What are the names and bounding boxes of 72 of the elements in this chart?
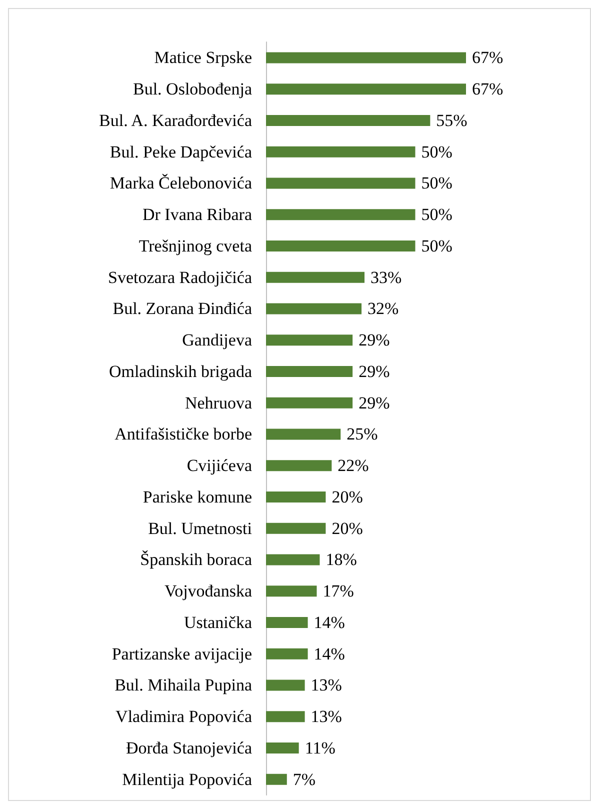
y-tick-label: Gandijeva <box>182 330 252 350</box>
bar <box>266 272 365 283</box>
y-tick-label: Bul. Mihaila Pupina <box>114 676 252 695</box>
y-tick-label: Španskih boraca <box>140 550 252 570</box>
data-label: 50% <box>421 205 452 224</box>
data-label: 25% <box>346 424 378 444</box>
y-tick-label: Marka Čelebonovića <box>110 174 252 193</box>
bar <box>266 616 308 628</box>
bar <box>266 114 430 126</box>
bar <box>266 460 332 472</box>
y-tick-label: Matice Srpske <box>154 48 252 68</box>
bar <box>266 774 287 785</box>
y-tick-label: Trešnjinog cveta <box>138 236 252 256</box>
data-label: 14% <box>314 644 345 664</box>
y-tick-label: Bul. Zorana Đinđića <box>112 299 252 318</box>
bar <box>266 84 466 95</box>
data-label: 29% <box>358 330 390 350</box>
y-tick-label: Đorđa Stanojevića <box>126 738 252 758</box>
data-label: 50% <box>421 236 452 256</box>
data-label: 50% <box>421 142 452 162</box>
data-label: 67% <box>472 80 504 99</box>
data-label: 7% <box>292 770 316 789</box>
y-tick-label: Omladinskih brigada <box>108 362 252 381</box>
data-label: 20% <box>332 518 363 538</box>
bar <box>266 209 416 220</box>
y-tick-label: Cvijićeva <box>186 456 252 476</box>
bar <box>266 428 341 440</box>
data-label: 32% <box>368 299 399 318</box>
y-tick-label: Milentija Popovića <box>122 770 252 789</box>
y-tick-label: Antifašističke borbe <box>114 424 252 444</box>
bar <box>266 146 416 158</box>
y-tick-label: Pariske komune <box>142 487 252 506</box>
y-tick-label: Bul. Peke Dapčevića <box>110 142 252 162</box>
data-label: 55% <box>436 110 468 130</box>
data-label: 22% <box>338 456 369 476</box>
bar <box>266 586 317 597</box>
data-label: 13% <box>310 676 342 695</box>
bar <box>266 366 353 377</box>
bar <box>266 491 326 502</box>
data-label: 13% <box>310 707 342 726</box>
y-tick-label: Vojvođanska <box>164 582 252 601</box>
bar <box>266 303 362 314</box>
data-label: 20% <box>332 487 363 506</box>
y-tick-label: Bul. Oslobođenja <box>133 80 252 99</box>
y-tick-label: Svetozara Radojičića <box>108 268 252 287</box>
data-label: 29% <box>358 362 390 381</box>
y-tick-label: Bul. A. Karađorđevića <box>99 110 252 130</box>
y-tick-label: Dr Ivana Ribara <box>142 205 252 224</box>
data-label: 50% <box>421 174 452 193</box>
bar <box>266 648 308 660</box>
y-tick-label: Bul. Umetnosti <box>148 518 252 538</box>
data-label: 17% <box>322 582 354 601</box>
bar <box>266 52 466 64</box>
bar <box>266 711 305 722</box>
y-tick-label: Partizanske avijacije <box>112 644 252 664</box>
data-label: 18% <box>326 550 357 570</box>
bar <box>266 742 299 754</box>
data-label: 33% <box>370 268 402 287</box>
data-label: 67% <box>472 48 504 68</box>
bar <box>266 240 416 252</box>
bar <box>266 522 326 534</box>
y-tick-label: Ustanička <box>184 612 252 632</box>
y-tick-label: Vladimira Popovića <box>116 707 252 726</box>
data-label: 11% <box>304 738 336 758</box>
data-label: 29% <box>358 393 390 412</box>
bar <box>266 178 416 189</box>
y-tick-label: Nehruova <box>184 393 252 412</box>
bar <box>266 680 305 691</box>
bar <box>266 554 320 566</box>
bar <box>266 334 353 346</box>
bar <box>266 397 353 408</box>
data-label: 14% <box>314 612 345 632</box>
